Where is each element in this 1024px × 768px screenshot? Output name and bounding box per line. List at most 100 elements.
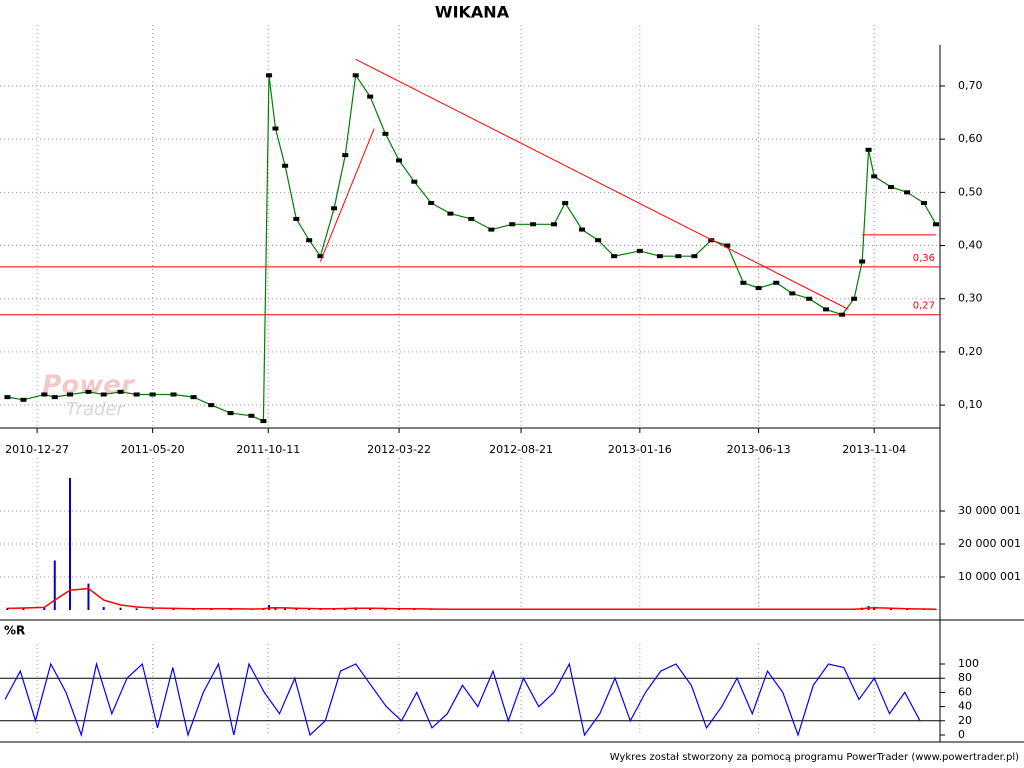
x-tick-label: 2011-05-20 [121,443,185,456]
x-tick-label: 2013-11-04 [842,443,906,456]
volume-bar [906,609,909,610]
y-tick-label: 20 000 001 [958,537,1021,550]
price-bar [317,254,324,259]
price-bar [100,392,107,397]
price-bar [468,216,475,221]
price-bar [117,389,124,394]
y-tick-label: 0,60 [958,132,983,145]
volume-bar [135,608,138,610]
price-bar [352,73,359,78]
panel-title: %R [4,624,25,638]
price-bar [636,248,643,253]
volume-bar [284,608,287,610]
price-bar [904,190,911,195]
x-tick-label: 2013-06-13 [727,443,791,456]
footer: Wykres został stworzony za pomocą progra… [610,752,1019,763]
volume-bar [69,478,72,610]
price-bar [823,307,830,312]
price-bar [411,179,418,184]
price-bar [133,392,140,397]
volume-bar [102,607,105,610]
price-bar [190,395,197,400]
price-bar [611,254,618,259]
price-bar [888,185,895,190]
price-bar [740,280,747,285]
price-bar [562,200,569,205]
price-bar [530,222,537,227]
price-bar [67,392,74,397]
volume-bar [192,609,195,610]
price-bar [282,163,289,168]
y-tick-label: 0 [958,728,965,741]
price-bar [579,227,586,232]
trendline [319,128,375,262]
price-bar [773,280,780,285]
series-line [4,661,921,738]
price-bar [272,126,279,131]
y-tick-label: 0,70 [958,79,983,92]
y-tick-label: 0,10 [958,398,983,411]
price-bar [550,222,557,227]
volume-average [7,587,937,611]
volume-bar [384,608,387,610]
price-bar [227,411,234,416]
volume-bar [172,609,175,610]
volume-bar [319,609,322,610]
price-bar [488,227,495,232]
price-bar [51,395,58,400]
price-bar [859,259,866,264]
price-bar [691,254,698,259]
volume-bar [369,608,372,610]
volume-bar [151,608,154,610]
price-bar [851,296,858,301]
volume-bar [87,583,90,610]
price-bar [382,131,389,136]
price-bar [806,296,813,301]
price-bar [509,222,516,227]
price-bar [932,222,939,227]
price-bar [447,211,454,216]
price-bar [266,73,273,78]
x-tick-label: 2013-01-16 [608,443,672,456]
volume-bar [274,607,277,610]
price-bar [675,254,682,259]
x-tick-label: 2012-03-22 [367,443,431,456]
y-tick-label: 30 000 001 [958,504,1021,517]
price-bar [20,397,27,402]
price-bar [260,419,267,424]
y-tick-label: 100 [958,657,979,670]
watermark: Trader [66,399,126,420]
price-bar [149,392,156,397]
price-bar [41,392,48,397]
x-tick-label: 2010-12-27 [5,443,69,456]
price-bar [367,94,374,99]
price-bar [428,200,435,205]
price-bar [170,392,177,397]
volume-bar [873,607,876,610]
chart-title: WIKANA [435,3,510,22]
volume-bar [308,608,311,610]
y-tick-label: 0,40 [958,239,983,252]
volume-bar [119,607,122,610]
price-bar [396,158,403,163]
price-bar [4,395,11,400]
price-bar [724,243,731,248]
y-tick-label: 60 [958,685,972,698]
price-bar [85,389,92,394]
level-label: 0,27 [913,301,935,312]
volume-bar [295,608,298,610]
price-bar [656,254,663,259]
price-bar [839,312,846,317]
y-tick-label: 80 [958,671,972,684]
y-tick-label: 0,30 [958,292,983,305]
price-bar [871,174,878,179]
volume-bar [22,608,25,610]
volume-bar [6,608,9,610]
price-bar [293,216,300,221]
price-bar [755,286,762,291]
volume-bar [43,607,46,610]
price-bar [595,238,602,243]
trendline [355,58,849,310]
